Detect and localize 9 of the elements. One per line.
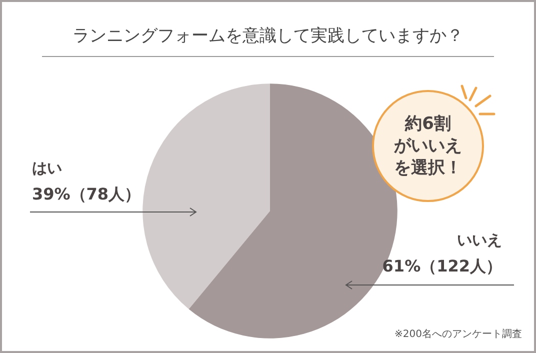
data-label: 39%（78人） (32, 184, 141, 204)
chart-title: ランニングフォームを意識して実践していますか？ (42, 24, 494, 57)
slice-label: はい (32, 159, 62, 177)
text: 約6割 (404, 112, 452, 135)
text: ※200名へのアンケート調査 (394, 328, 522, 341)
slice-label: いいえ (457, 231, 502, 249)
data-label: 61%（122人） (382, 256, 502, 276)
text: を選択！ (394, 157, 462, 180)
text: がいいえ (394, 134, 462, 158)
